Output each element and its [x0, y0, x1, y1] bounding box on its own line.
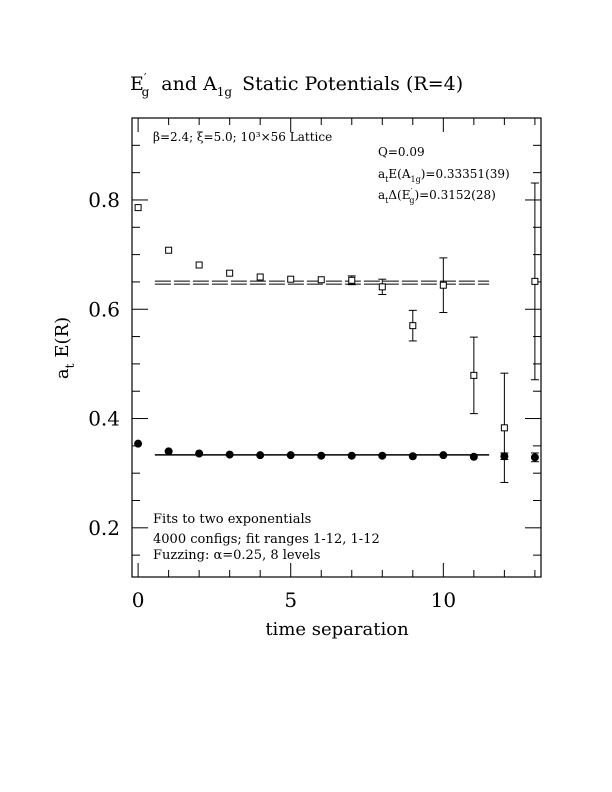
a1g-data-point [195, 449, 204, 458]
data-marks-group [134, 182, 539, 483]
a1g-data-point [469, 452, 478, 461]
a1g-data-point [164, 447, 173, 456]
ylabel-rest: E(R) [52, 317, 73, 358]
eg-data-point [439, 281, 447, 289]
a1g-data-point [347, 451, 356, 460]
eg-data-point [165, 246, 173, 254]
a1g-data-point [530, 453, 539, 462]
title-e: E [130, 73, 144, 95]
eg-data-point [195, 261, 203, 269]
eg-data-point [317, 276, 325, 284]
y-tick-label: 0.4 [88, 407, 120, 431]
a1g-data-point [408, 452, 417, 461]
eg-data-point [256, 273, 264, 281]
a1g-data-point [225, 450, 234, 459]
a1g-data-point [256, 451, 265, 460]
a1g-data-point [286, 451, 295, 460]
eg-data-point [500, 424, 508, 432]
title-e-sub: g [142, 85, 150, 99]
lattice-annotation: β=2.4; ξ=5.0; 10³×56 Lattice [153, 130, 332, 144]
fits-annotation: Fits to two exponentials [153, 512, 311, 527]
a1g-mid: E(A [388, 167, 410, 181]
fit-bands-group [154, 280, 490, 456]
chart-title: E′ g and A1g Static Potentials (R=4) [130, 71, 463, 99]
eg-data-point [409, 322, 417, 330]
x-axis-label: time separation [265, 619, 409, 640]
title-join: and A [161, 73, 217, 95]
title-rest: Static Potentials (R=4) [242, 73, 463, 95]
eg-sub: g [409, 196, 414, 205]
a1g-data-point [439, 451, 448, 460]
y-axis-label: at E(R) [52, 317, 77, 379]
y-tick-label: 0.8 [88, 188, 120, 212]
x-tick-label: 0 [132, 588, 145, 612]
eg-gap-annotation: atΔ(E′ g)=0.3152(28) [378, 187, 496, 205]
eg-data-point [378, 283, 386, 291]
a1g-data-point [134, 439, 143, 448]
a1g-sub: 1g [410, 175, 420, 184]
a1g-val: )=0.33351(39) [421, 167, 510, 181]
ylabel-a-sub: t [63, 363, 77, 368]
eg-data-point [531, 277, 539, 285]
eg-data-point [134, 204, 142, 212]
fuzzing-annotation: Fuzzing: α=0.25, 8 levels [153, 548, 320, 563]
eg-data-point [348, 276, 356, 284]
configs-annotation: 4000 configs; fit ranges 1-12, 1-12 [153, 532, 380, 547]
x-tick-label: 5 [284, 588, 297, 612]
eg-mid: Δ(E [388, 188, 410, 202]
a1g-energy-annotation: atE(A1g)=0.33351(39) [378, 167, 510, 184]
a1g-data-point [378, 451, 387, 460]
plot-frame [131, 117, 542, 578]
title-a-sub: 1g [217, 85, 233, 99]
a1g-a-sub: t [385, 175, 389, 184]
a1g-data-point [317, 451, 326, 460]
y-tick-label: 0.6 [88, 297, 120, 321]
eg-val: )=0.3152(28) [414, 188, 495, 202]
eg-data-point [226, 269, 234, 277]
ylabel-a: a [52, 368, 73, 379]
title-e-sup: ′ [144, 71, 147, 85]
y-tick-label: 0.2 [88, 516, 120, 540]
eg-data-point [287, 275, 295, 283]
x-tick-label: 10 [431, 588, 456, 612]
eg-a-sub: t [385, 196, 389, 205]
a1g-a: a [378, 167, 385, 181]
axes-group: 0 5 10 0.2 0.4 0.6 0.8 [88, 117, 542, 612]
eg-sup: ′ [410, 187, 412, 196]
q-annotation: Q=0.09 [378, 145, 425, 159]
eg-a: a [378, 188, 385, 202]
eg-data-point [470, 371, 478, 379]
